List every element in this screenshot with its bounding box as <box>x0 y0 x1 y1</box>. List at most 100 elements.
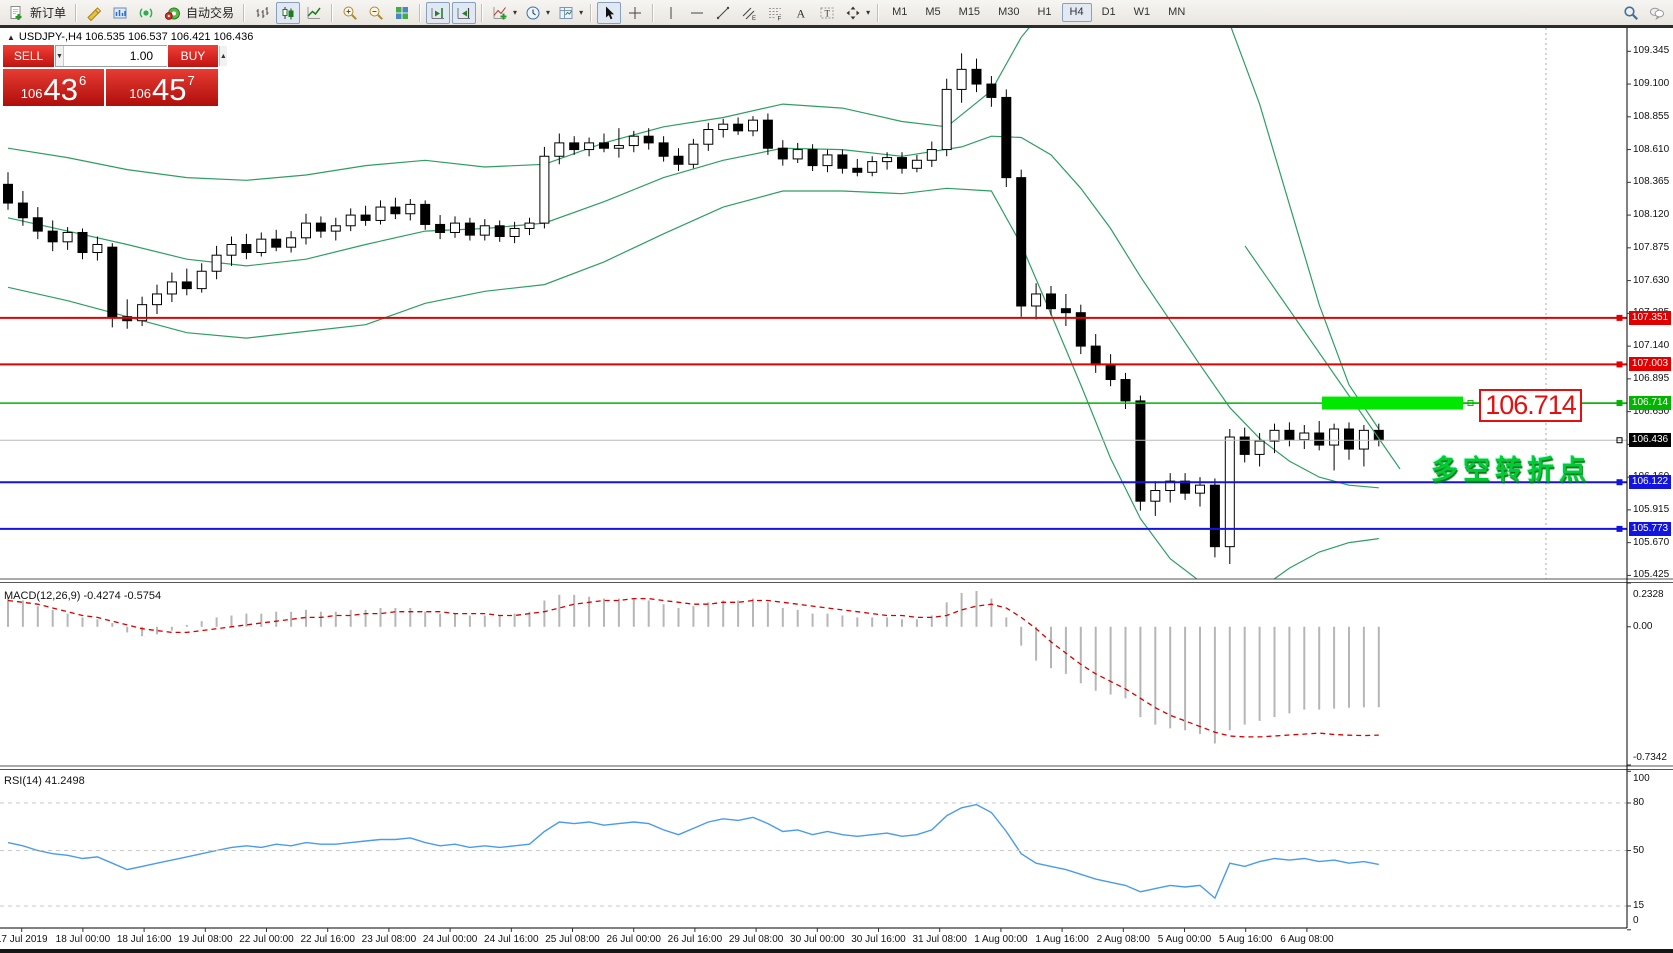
tile-windows-icon[interactable] <box>390 2 414 24</box>
price-axis-label: 105.915 <box>1633 503 1670 515</box>
svg-text:T: T <box>825 8 831 18</box>
buy-price-prefix: 106 <box>129 86 151 101</box>
timeframe-button-m5[interactable]: M5 <box>925 6 941 18</box>
chart-canvas[interactable] <box>0 28 1673 949</box>
price-axis-label: 105.670 <box>1633 536 1670 548</box>
vertical-line-icon[interactable] <box>659 2 683 24</box>
new-order-label[interactable]: 新订单 <box>30 6 67 20</box>
arrows-icon[interactable] <box>841 2 865 24</box>
time-axis-label: 5 Aug 16:00 <box>1218 934 1273 945</box>
timeframe-button-m1[interactable]: M1 <box>892 6 908 18</box>
rsi-scale-label: 50 <box>1633 844 1645 856</box>
toolbar-separator <box>331 3 334 22</box>
sell-button[interactable]: SELL <box>3 45 54 67</box>
price-tag[interactable]: 106.714 <box>1629 396 1671 411</box>
time-axis-label: 6 Aug 08:00 <box>1280 934 1334 945</box>
fibonacci-icon[interactable]: F <box>763 2 787 24</box>
price-axis-label: 109.100 <box>1633 78 1670 90</box>
price-tag[interactable]: 107.003 <box>1629 357 1671 372</box>
price-tag[interactable]: 105.773 <box>1629 521 1671 536</box>
candlestick-chart-icon[interactable] <box>276 1 301 24</box>
indicators-icon[interactable] <box>488 2 512 24</box>
price-axis-label: 108.120 <box>1633 209 1670 221</box>
search-icon[interactable] <box>1619 2 1643 24</box>
text-icon[interactable]: A <box>789 2 813 24</box>
price-tag[interactable]: 106.122 <box>1629 475 1671 490</box>
time-axis-label: 24 Jul 00:00 <box>422 934 478 945</box>
time-axis-label: 30 Jul 16:00 <box>851 934 906 945</box>
arrows-dropdown-caret[interactable]: ▾ <box>866 8 871 17</box>
timeframe-button-m15[interactable]: M15 <box>958 6 981 18</box>
market-watch-icon[interactable] <box>108 2 132 24</box>
svg-text:A: A <box>797 6 806 20</box>
new-order-icon[interactable] <box>4 2 28 24</box>
timeframe-button-h4[interactable]: H4 <box>1061 3 1092 22</box>
trendline-icon[interactable] <box>711 2 735 24</box>
volume-increase-button[interactable]: ▲ <box>218 46 227 66</box>
buy-button[interactable]: BUY <box>167 45 218 67</box>
toolbar-separator <box>243 3 246 22</box>
macd-scale-label: 0.2328 <box>1633 588 1664 600</box>
time-axis-label: 31 Jul 08:00 <box>912 934 967 945</box>
crayon-styler-icon[interactable] <box>82 2 106 24</box>
templates-dropdown-caret[interactable]: ▾ <box>579 8 584 17</box>
sell-price-big: 43 <box>43 72 78 107</box>
macd-label: MACD(12,26,9) -0.4274 -0.5754 <box>4 590 162 602</box>
periods-clock-icon[interactable] <box>521 2 545 24</box>
autotrade-label[interactable]: 自动交易 <box>186 6 235 20</box>
chart-shift-icon[interactable] <box>426 1 451 24</box>
timeframe-button-w1[interactable]: W1 <box>1133 6 1151 18</box>
turning-point-annotation: 多空转折点 <box>1431 455 1591 485</box>
zoom-in-icon[interactable] <box>338 2 362 24</box>
price-axis-label: 107.630 <box>1633 274 1670 286</box>
signal-icon[interactable] <box>134 2 158 24</box>
toolbar: 新订单 自动交易 ▾ ▾ ▾ E F A T ▾ <box>0 0 1673 25</box>
text-label-icon[interactable]: T <box>815 2 839 24</box>
toolbar-separator <box>75 3 78 22</box>
timeframe-button-mn[interactable]: MN <box>1168 6 1186 18</box>
zoom-out-icon[interactable] <box>364 2 388 24</box>
autotrade-icon[interactable] <box>160 2 184 24</box>
cursor-icon[interactable] <box>597 1 622 24</box>
rsi-scale-label: 100 <box>1633 773 1650 785</box>
toolbar-separator <box>652 3 655 22</box>
time-axis-label: 19 Jul 08:00 <box>178 934 233 945</box>
toolbar-separator <box>481 3 484 22</box>
timeframe-button-d1[interactable]: D1 <box>1101 6 1116 18</box>
bar-chart-icon[interactable] <box>250 2 274 24</box>
chat-icon[interactable] <box>1645 2 1669 24</box>
rsi-scale-label: 0 <box>1633 914 1639 926</box>
templates-icon[interactable] <box>554 2 578 24</box>
timeframe-button-h1[interactable]: H1 <box>1037 6 1052 18</box>
collapse-panel-icon[interactable]: ▲ <box>7 33 15 42</box>
indicators-dropdown-caret[interactable]: ▾ <box>513 8 518 17</box>
price-axis-label: 107.140 <box>1633 340 1670 352</box>
price-axis-label: 109.345 <box>1633 45 1670 57</box>
price-axis-label: 108.855 <box>1633 110 1670 122</box>
price-tag[interactable]: 107.351 <box>1629 310 1671 325</box>
horizontal-line-icon[interactable] <box>685 2 709 24</box>
svg-text:E: E <box>752 16 756 21</box>
price-axis-label: 105.425 <box>1633 569 1670 581</box>
sell-price-button[interactable]: 106 43 6 <box>3 69 104 106</box>
timeframe-toolbar: M1 M5 M15 M30 H1 H4 D1 W1 MN <box>883 3 1194 22</box>
auto-scroll-icon[interactable] <box>452 1 477 24</box>
volume-decrease-button[interactable]: ▼ <box>55 46 64 66</box>
time-axis-label: 26 Jul 16:00 <box>667 934 723 945</box>
buy-price-big: 45 <box>151 72 187 107</box>
buy-price-button[interactable]: 106 45 7 <box>106 69 218 106</box>
price-tag[interactable]: 106.436 <box>1629 433 1671 448</box>
timeframe-button-m30[interactable]: M30 <box>998 6 1020 18</box>
window-border <box>0 25 1673 28</box>
line-chart-icon[interactable] <box>302 2 326 24</box>
time-axis-label: 29 Jul 08:00 <box>728 934 784 945</box>
level-price-label[interactable]: 106.714 <box>1479 389 1582 422</box>
periods-dropdown-caret[interactable]: ▾ <box>546 8 551 17</box>
time-axis-label: 24 Jul 16:00 <box>484 934 539 945</box>
volume-stepper: ▼ ▲ <box>54 45 227 67</box>
equidistant-channel-icon[interactable]: E <box>737 2 761 24</box>
time-axis-label: 2 Aug 08:00 <box>1096 934 1150 945</box>
crosshair-icon[interactable] <box>623 2 647 24</box>
